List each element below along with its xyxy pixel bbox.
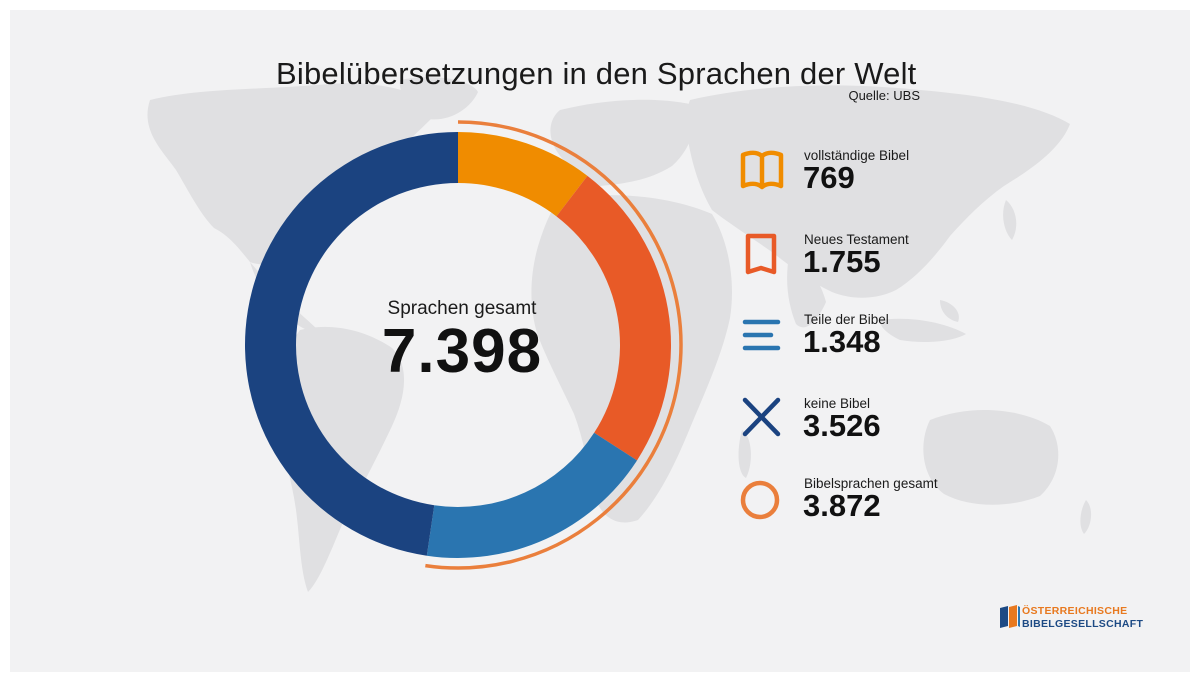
bible-society-logo: [1000, 605, 1020, 628]
ring-icon: [740, 480, 780, 520]
open-book-icon: [740, 150, 784, 190]
legend-value: 769: [803, 160, 855, 195]
donut-slice-1: [458, 132, 588, 217]
logo-text: ÖSTERREICHISCHE BIBELGESELLSCHAFT: [1022, 605, 1143, 631]
legend-label: vollständige Bibel: [804, 148, 910, 163]
legend-item-new-testament: Neues Testament 1.755: [740, 230, 1000, 286]
lines-icon: [742, 319, 781, 351]
legend-item-bible-languages-total: Bibelsprachen gesamt 3.872: [740, 474, 1000, 530]
legend-item-parts-of-bible: Teile der Bibel 1.348: [740, 310, 1000, 366]
legend-item-no-bible: keine Bibel 3.526: [740, 394, 1000, 450]
legend-label: Neues Testament: [804, 232, 909, 247]
legend-value: 1.755: [803, 244, 881, 279]
chart-title: Bibelübersetzungen in den Sprachen der W…: [276, 56, 917, 91]
source-note: Quelle: UBS: [848, 88, 920, 103]
center-label: Sprachen gesamt: [387, 298, 537, 319]
legend-label: Bibelsprachen gesamt: [804, 476, 938, 491]
legend-label: Teile der Bibel: [804, 312, 889, 327]
logo-line-2: BIBELGESELLSCHAFT: [1022, 618, 1144, 630]
legend-value: 3.872: [803, 488, 881, 523]
donut-slice-4: [244, 132, 458, 556]
logo-line-1: ÖSTERREICHISCHE: [1022, 605, 1128, 617]
closed-book-icon: [745, 233, 777, 275]
center-value: 7.398: [381, 317, 543, 386]
legend-item-complete-bible: vollständige Bibel 769: [740, 146, 1000, 202]
legend-value: 3.526: [803, 408, 881, 443]
donut-slice-3: [426, 432, 637, 558]
x-icon: [742, 397, 781, 437]
legend-value: 1.348: [803, 324, 881, 359]
outer-arc-bible-languages: [425, 120, 683, 570]
legend-label: keine Bibel: [804, 396, 871, 411]
donut-slice-2: [556, 175, 671, 461]
